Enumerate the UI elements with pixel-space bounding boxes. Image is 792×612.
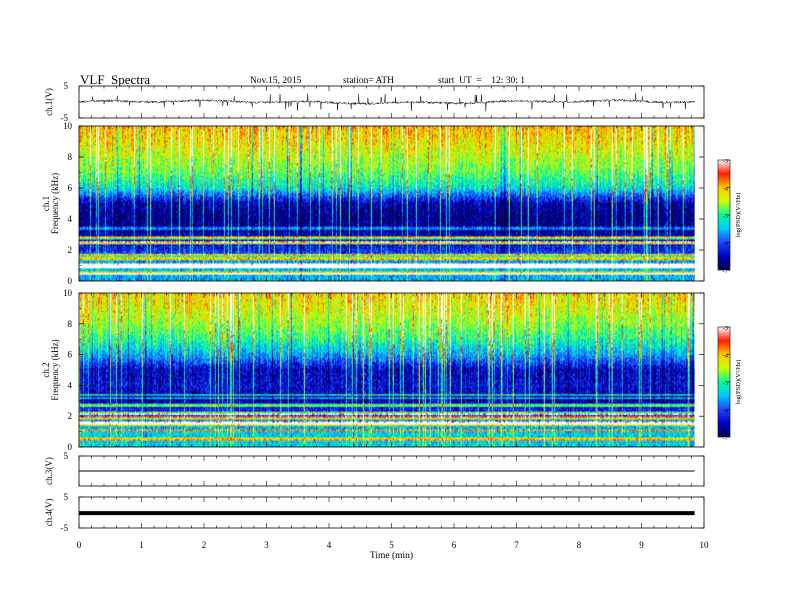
y-tick-label: 0	[68, 442, 73, 452]
spectrogram-image	[79, 293, 695, 447]
figure-title: VLF Spectra	[80, 72, 151, 87]
x-tick-label: 10	[700, 540, 710, 550]
y-tick-label: -5	[61, 523, 69, 533]
y-axis-label: ch.3(V)	[44, 457, 54, 485]
colorbar-tick-label: -6	[723, 241, 729, 248]
ch2-spectrogram-panel: 0 2 4 6 8 10 ch.2 Frequency (kHz)	[41, 288, 705, 452]
y-tick-label: 5	[64, 451, 69, 461]
ch1-spectrogram-panel: 0 2 4 6 8 10 ch.1 Frequency (kHz)	[41, 121, 705, 286]
x-tick-label: 7	[514, 540, 519, 550]
colorbar-tick-label: -5	[723, 213, 728, 220]
y-tick-label: 5	[64, 492, 69, 502]
colorbar-tick-label: -4	[723, 353, 729, 360]
station-label: station= ATH	[343, 76, 395, 86]
y-tick-label: 10	[63, 288, 73, 298]
y-tick-label: 2	[68, 411, 73, 421]
y-tick-label: 4	[68, 380, 73, 390]
ch2-colorbar: -3 -4 -5 -6 -7 log(PSD)(V²/Hz)	[717, 325, 742, 442]
colorbar-tick-label: -5	[723, 380, 728, 387]
spectrogram-image	[79, 126, 695, 281]
x-tick-label: 4	[327, 540, 332, 550]
x-tick-label: 1	[139, 540, 144, 550]
y-tick-label: 6	[68, 350, 73, 360]
x-tick-label: 3	[264, 540, 269, 550]
colorbar-tick-label: -3	[723, 325, 728, 332]
x-tick-label: 2	[202, 540, 207, 550]
y-tick-label: 8	[68, 152, 73, 162]
time-axis: 0 1 2 3 4 5 6 7 8 9 10 Time (min)	[77, 540, 709, 561]
waveform-trace	[78, 92, 695, 112]
y-tick-label: 2	[68, 245, 73, 255]
x-tick-label: 5	[389, 540, 394, 550]
ch3-waveform-panel: 5 ch.3(V)	[44, 451, 705, 487]
x-tick-label: 8	[577, 540, 582, 550]
x-tick-label: 6	[452, 540, 457, 550]
colorbar-tick-label: -6	[723, 408, 729, 415]
y-axis-label: Frequency (kHz)	[50, 339, 60, 400]
x-axis-label: Time (min)	[370, 550, 413, 561]
colorbar-label: log(PSD)(V²/Hz)	[735, 360, 742, 405]
y-axis-label: ch.1	[41, 196, 51, 211]
y-tick-label: 8	[68, 319, 73, 329]
ch4-waveform-panel: 5 -5 ch.4(V)	[44, 492, 705, 533]
y-tick-label: -5	[61, 113, 69, 123]
colorbar-label: log(PSD)(V²/Hz)	[735, 193, 742, 238]
y-tick-label: 4	[68, 214, 73, 224]
start-time-label: start UT = 12: 30: 1	[438, 76, 525, 86]
y-axis-label: ch.2	[41, 362, 51, 377]
y-axis-label: ch.1(V)	[44, 88, 54, 116]
date-label: Nov.15, 2015	[250, 76, 302, 86]
x-tick-label: 9	[639, 540, 644, 550]
colorbar-tick-label: -3	[723, 158, 728, 165]
x-tick-label: 0	[77, 540, 82, 550]
ch1-colorbar: -3 -4 -5 -6 -7 log(PSD)(V²/Hz)	[717, 158, 742, 275]
colorbar-tick-label: -4	[723, 186, 729, 193]
colorbar-tick-label: -7	[723, 435, 729, 442]
y-tick-label: 10	[63, 121, 73, 131]
y-tick-label: 5	[64, 81, 69, 91]
ch1-waveform-panel: 5 -5 ch.1(V)	[44, 81, 705, 123]
y-axis-label: Frequency (kHz)	[50, 173, 60, 234]
y-axis-label: ch.4(V)	[44, 499, 54, 527]
y-tick-label: 6	[68, 183, 73, 193]
colorbar-tick-label: -7	[723, 268, 729, 275]
y-tick-label: 0	[68, 276, 73, 286]
